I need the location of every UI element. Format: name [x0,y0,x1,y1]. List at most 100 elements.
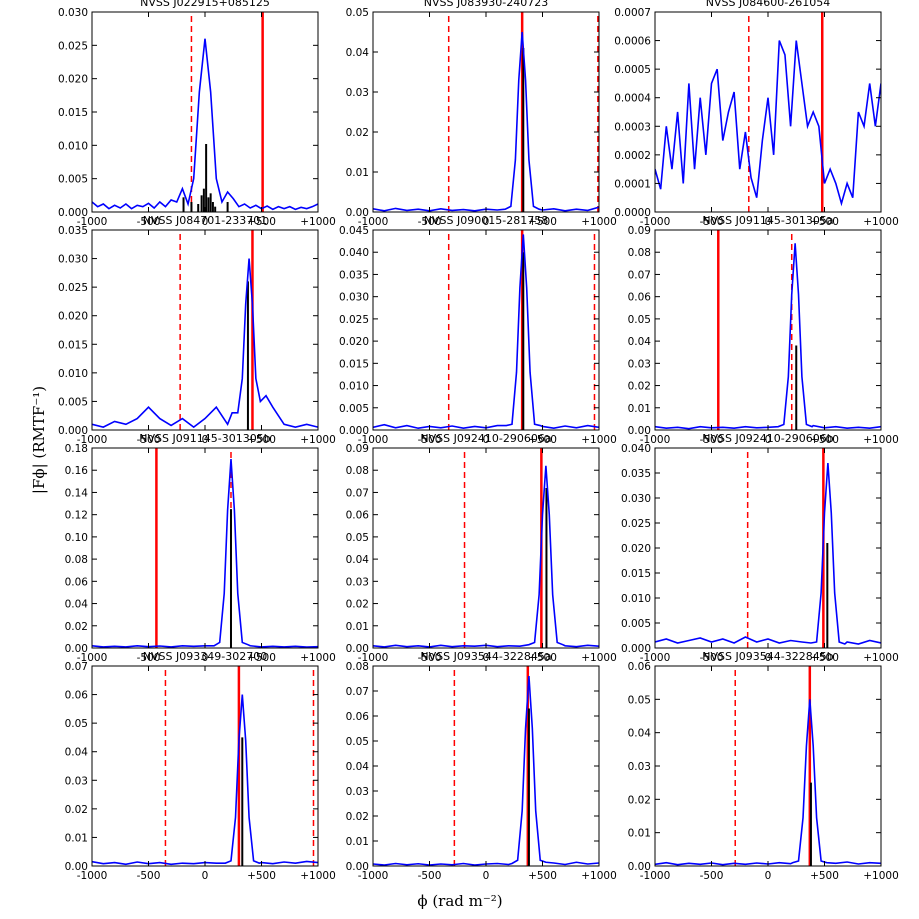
x-tick-label: +500 [810,870,839,882]
y-tick-label: 0.025 [58,40,88,52]
y-tick-label: 0.02 [628,381,651,393]
plot-frame [372,229,600,431]
y-tick-label: 0.05 [346,736,369,748]
x-tick-label: 0 [765,870,772,882]
x-tick-label: +500 [528,434,557,446]
y-tick-label: 0.05 [346,7,369,19]
y-tick-label: 0.04 [346,47,370,59]
x-tick-label: -500 [418,652,442,664]
plot-content [92,230,318,430]
spectrum-line [373,234,599,430]
y-tick-label: 0.02 [346,811,369,823]
x-tick-label: 0 [202,216,209,228]
x-tick-label: -1000 [358,870,389,882]
y-tick-label: 0.07 [346,686,369,698]
y-tick-label: 0.030 [58,254,88,266]
plot-frame [372,447,600,649]
x-tick-label: +1000 [300,216,336,228]
plot-content [373,448,599,648]
y-tick-label: 0.01 [346,621,369,633]
y-tick-label: 0.08 [65,554,88,566]
x-tick-label: -1000 [77,652,108,664]
y-tick-label: 0.0006 [614,36,651,48]
x-tick-label: +500 [810,216,839,228]
spectrum-line [92,694,318,866]
y-tick-label: 0.045 [339,225,369,237]
y-tick-label: 0.00 [346,643,369,655]
plot-frame [654,665,882,867]
y-tick-label: 0.14 [65,487,89,499]
y-tick-label: 0.00 [65,861,88,873]
x-tick-label: +1000 [300,652,336,664]
y-tick-label: 0.000 [339,425,369,437]
y-tick-label: 0.040 [621,443,651,455]
x-tick-label: -500 [418,870,442,882]
y-tick-label: 0.02 [346,599,369,611]
subplot: NVSS J092410-290606b 0.000 0.005 0.010 0.015… [621,432,899,664]
spectrum-line [92,258,318,429]
y-tick-label: 0.030 [339,292,369,304]
plot-content [373,666,599,866]
y-tick-label: 0.09 [346,443,369,455]
y-tick-label: 0.05 [628,694,651,706]
x-tick-label: -500 [137,652,161,664]
spectrum-line [373,675,599,866]
x-tick-label: -1000 [640,216,671,228]
y-tick-label: 0.02 [65,804,88,816]
subplot-title: NVSS J093544-322845a [420,650,551,663]
plot-content [655,666,881,866]
subplot-title: NVSS J084600-261054 [706,0,830,9]
x-tick-label: 0 [202,870,209,882]
y-tick-label: 0.0002 [614,150,651,162]
y-tick-label: 0.04 [628,336,652,348]
x-tick-label: -1000 [358,652,389,664]
y-tick-label: 0.06 [65,690,89,702]
y-tick-label: 0.0001 [614,178,651,190]
x-tick-label: +500 [810,434,839,446]
y-tick-label: 0.03 [628,358,651,370]
y-tick-label: 0.01 [628,828,651,840]
y-tick-label: 0.18 [65,443,88,455]
subplot-title: NVSS J022915+085125 [140,0,270,9]
x-tick-label: +500 [528,652,557,664]
y-tick-label: 0.010 [58,368,88,380]
y-tick-label: 0.03 [628,761,651,773]
subplot: NVSS J092410-290606a 0.00 0.01 0.02 0.03 0.04… [346,432,617,664]
y-tick-label: 0.030 [58,7,88,19]
subplot-title: NVSS J090015-281758 [424,214,548,227]
y-tick-label: 0.01 [628,403,651,415]
y-tick-label: 0.00 [346,207,369,219]
y-tick-label: 0.03 [346,87,369,99]
x-tick-label: 0 [202,652,209,664]
plot-frame [372,665,600,867]
y-tick-label: 0.0004 [614,93,651,105]
y-tick-label: 0.04 [346,554,370,566]
y-tick-label: 0.16 [65,465,89,477]
y-tick-label: 0.010 [339,381,369,393]
y-tick-label: 0.000 [621,643,651,655]
y-tick-label: 0.005 [58,396,88,408]
subplot: NVSS J091145-301305a 0.00 0.01 0.02 0.03 0.04… [628,214,899,446]
plot-content [655,230,881,430]
x-tick-label: +1000 [863,216,899,228]
y-tick-label: 0.025 [621,518,651,530]
y-tick-label: 0.005 [621,618,651,630]
subplot-title: NVSS J091145-301305b [139,432,270,445]
plot-frame [91,11,319,213]
x-tick-label: -1000 [640,652,671,664]
subplot: NVSS J093349-302700 0.00 0.01 0.02 0.03 0.04 0… [65,650,336,882]
plot-content [92,666,318,866]
subplot: NVSS J090015-281758 0.000 0.005 0.010 0.015 0… [339,214,617,446]
y-tick-label: 0.12 [65,510,88,522]
plot-frame [91,229,319,431]
y-tick-label: 0.0007 [614,7,651,19]
plot-content [655,448,881,648]
plot-frame [91,447,319,649]
plot-frame [372,11,600,213]
spectrum-line [655,243,881,430]
subplot-title: NVSS J092410-290606b [702,432,833,445]
x-tick-label: +1000 [863,870,899,882]
spectrum-line [373,31,599,212]
y-tick-label: 0.03 [346,786,369,798]
